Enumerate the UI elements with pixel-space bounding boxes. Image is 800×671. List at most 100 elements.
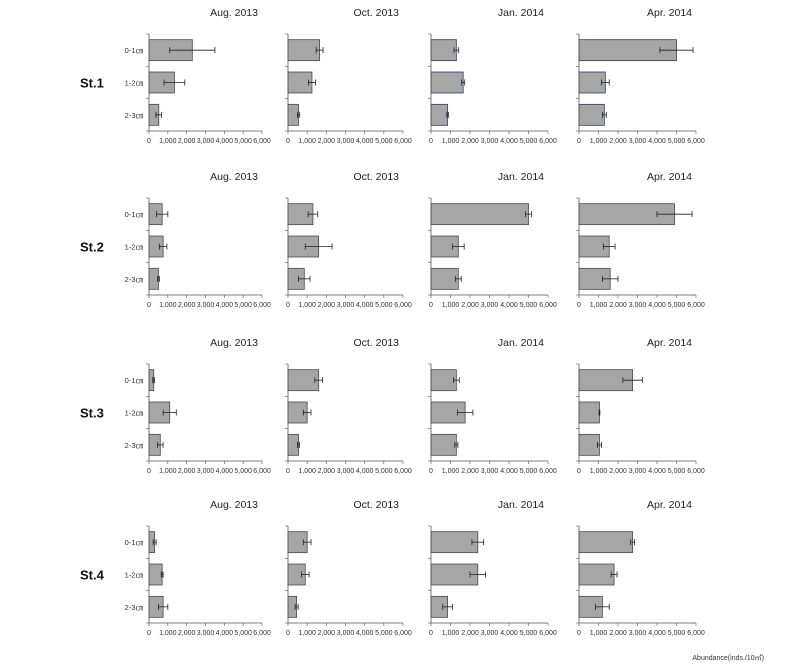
panel: Oct. 2013 0 1,000 2,000 3,000 4,000 5,000 6,000: [285, 171, 412, 309]
x-tick-label: 0: [286, 302, 290, 309]
bar: [430, 531, 479, 554]
x-tick-label: 3,000: [629, 468, 647, 475]
x-tick-label: 0: [577, 302, 581, 309]
x-tick-label: 3,000: [481, 138, 499, 145]
x-tick-label: 1,000: [590, 468, 608, 475]
panel: Jan. 2014 0 1,000 2,000 3,000 4,000 5,000 6,000: [428, 337, 557, 475]
x-tick-label: 6,000: [539, 630, 557, 637]
depth-label: 0-1㎝: [125, 210, 144, 219]
x-tick-label: 6,000: [687, 630, 705, 637]
x-tick-label: 5,000: [375, 630, 393, 637]
panel-title: Jan. 2014: [498, 171, 544, 183]
x-tick-label: 2,000: [461, 138, 479, 145]
x-tick-label: 0: [286, 138, 290, 145]
bar: [430, 433, 457, 456]
depth-label: 1-2㎝: [125, 79, 144, 88]
panel-title: Aug. 2013: [210, 499, 258, 511]
x-tick-label: 0: [429, 302, 433, 309]
bar: [148, 563, 163, 586]
axis-unit-label: Abundance(inds./10㎡): [692, 655, 764, 662]
depth-label: 1-2㎝: [125, 409, 144, 418]
depth-label: 2-3㎝: [125, 275, 144, 284]
x-tick-label: 4,000: [500, 630, 518, 637]
x-tick-label: 2,000: [461, 468, 479, 475]
x-tick-label: 6,000: [394, 630, 412, 637]
x-tick-label: 3,000: [629, 302, 647, 309]
x-tick-label: 1,000: [298, 138, 316, 145]
x-tick-label: 2,000: [609, 468, 627, 475]
x-tick-label: 4,000: [216, 302, 234, 309]
depth-label: 0-1㎝: [125, 538, 144, 547]
x-tick-label: 3,000: [197, 630, 215, 637]
x-tick-label: 0: [147, 138, 151, 145]
x-tick-label: 2,000: [178, 302, 196, 309]
x-tick-label: 1,000: [590, 302, 608, 309]
panel: Aug. 2013 0 1,000 2,000 3,000 4,000 5,000 6,000…: [80, 337, 271, 475]
x-tick-label: 2,000: [178, 630, 196, 637]
x-tick-label: 5,000: [375, 302, 393, 309]
x-tick-label: 5,000: [668, 468, 686, 475]
x-tick-label: 4,000: [648, 630, 666, 637]
panel: Oct. 2013 0 1,000 2,000 3,000 4,000 5,000 6,000: [285, 7, 412, 145]
x-tick-label: 5,000: [520, 468, 538, 475]
panel-title: Jan. 2014: [498, 337, 544, 349]
x-tick-label: 5,000: [668, 630, 686, 637]
station-label: St.2: [80, 240, 104, 255]
x-tick-label: 5,000: [234, 468, 252, 475]
bar: [430, 267, 459, 290]
x-tick-label: 2,000: [178, 138, 196, 145]
bar: [430, 39, 457, 62]
bar: [430, 71, 464, 94]
bar: [430, 103, 448, 126]
depth-label: 2-3㎝: [125, 441, 144, 450]
x-tick-label: 3,000: [481, 468, 499, 475]
x-tick-label: 1,000: [442, 468, 460, 475]
panel-title: Oct. 2013: [353, 499, 399, 511]
x-tick-label: 5,000: [520, 138, 538, 145]
x-tick-label: 4,000: [356, 138, 374, 145]
bar: [430, 203, 529, 226]
bar: [578, 563, 615, 586]
x-tick-label: 6,000: [253, 302, 271, 309]
x-tick-label: 6,000: [687, 468, 705, 475]
panel-title: Aug. 2013: [210, 337, 258, 349]
bar: [578, 531, 634, 554]
panel: Jan. 2014 0 1,000 2,000 3,000 4,000 5,000 6,000: [428, 171, 557, 309]
x-tick-label: 5,000: [234, 302, 252, 309]
panel: Aug. 2013 0 1,000 2,000 3,000 4,000 5,000 6,000…: [80, 7, 271, 145]
bar: [578, 401, 600, 424]
x-tick-label: 0: [577, 468, 581, 475]
panel: Apr. 2014 0 1,000 2,000 3,000 4,000 5,000 6,000: [576, 7, 705, 145]
x-tick-label: 1,000: [442, 302, 460, 309]
panel: Oct. 2013 0 1,000 2,000 3,000 4,000 5,000 6,000: [285, 337, 412, 475]
x-tick-label: 0: [429, 630, 433, 637]
x-tick-label: 3,000: [337, 302, 355, 309]
x-tick-label: 3,000: [481, 302, 499, 309]
x-tick-label: 4,000: [216, 468, 234, 475]
panel-title: Apr. 2014: [647, 499, 692, 511]
x-tick-label: 5,000: [520, 630, 538, 637]
x-tick-label: 1,000: [298, 302, 316, 309]
depth-label: 0-1㎝: [125, 46, 144, 55]
x-tick-label: 6,000: [394, 138, 412, 145]
x-tick-label: 2,000: [178, 468, 196, 475]
x-tick-label: 4,000: [500, 468, 518, 475]
depth-label: 2-3㎝: [125, 111, 144, 120]
bar: [148, 267, 159, 290]
panel: Aug. 2013 0 1,000 2,000 3,000 4,000 5,000 6,000…: [80, 171, 271, 309]
x-tick-label: 6,000: [539, 138, 557, 145]
depth-label: 1-2㎝: [125, 243, 144, 252]
x-tick-label: 1,000: [442, 138, 460, 145]
panel-title: Oct. 2013: [353, 171, 399, 183]
x-tick-label: 6,000: [394, 302, 412, 309]
x-tick-label: 5,000: [375, 468, 393, 475]
panel: Apr. 2014 0 1,000 2,000 3,000 4,000 5,000 6,000: [576, 337, 705, 475]
bar: [578, 433, 600, 456]
x-tick-label: 3,000: [197, 138, 215, 145]
x-tick-label: 4,000: [356, 630, 374, 637]
x-tick-label: 6,000: [539, 468, 557, 475]
x-tick-label: 3,000: [337, 468, 355, 475]
x-tick-label: 3,000: [337, 138, 355, 145]
x-tick-label: 0: [286, 630, 290, 637]
